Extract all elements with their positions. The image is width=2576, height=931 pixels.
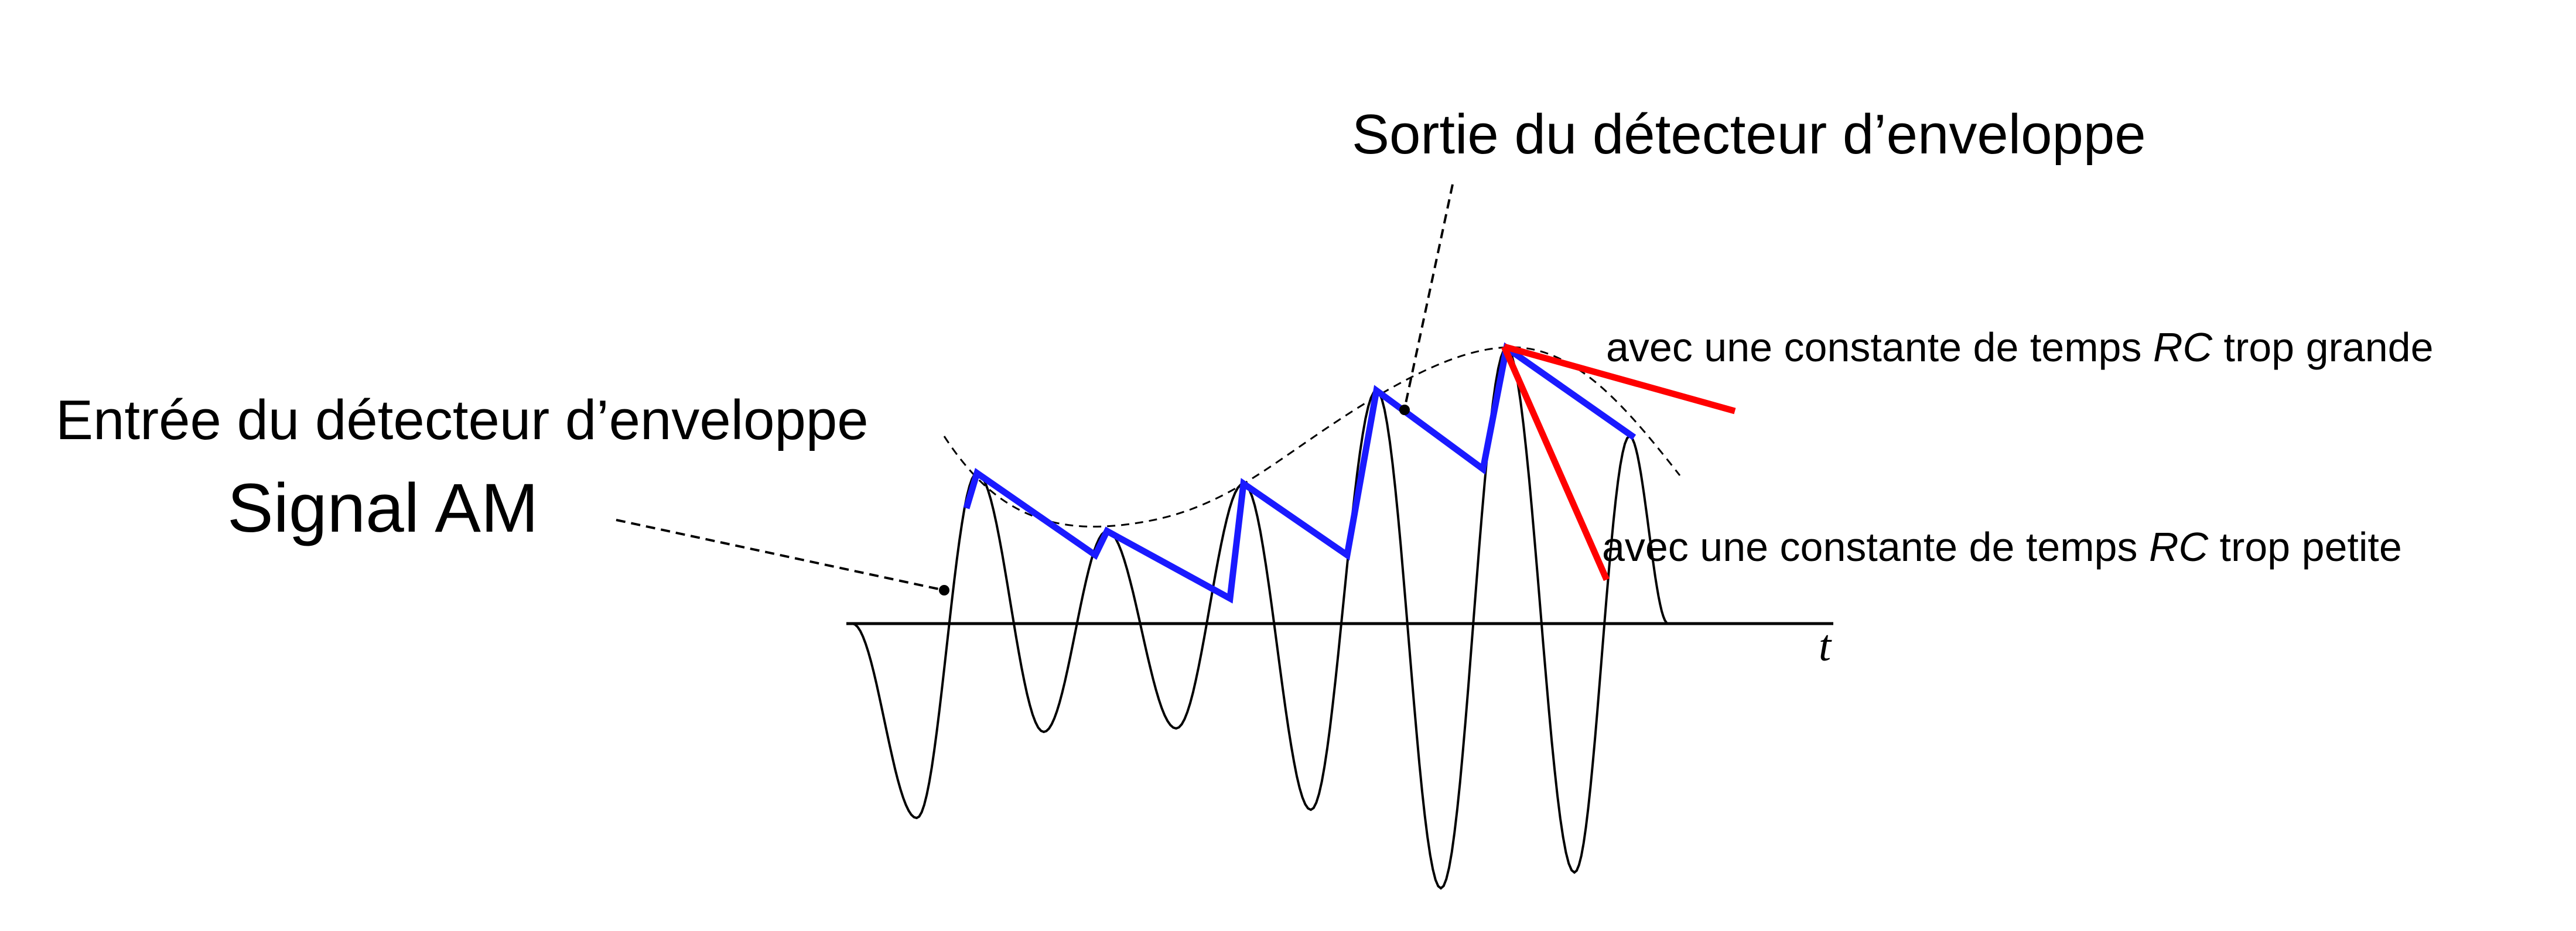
output-label: Sortie du détecteur d’enveloppe	[1352, 103, 2146, 166]
rc-too-large-text-post: trop grande	[2212, 324, 2433, 370]
signal-am-label: Signal AM	[227, 470, 538, 547]
rc-too-small-line	[1501, 345, 1610, 581]
am-signal-waveform	[852, 346, 1669, 890]
rc-too-small-text-pre: avec une constante de temps	[1602, 524, 2149, 570]
rc-too-large-rc: RC	[2153, 324, 2213, 370]
input-label: Entrée du détecteur d’enveloppe	[56, 389, 869, 451]
rc-too-small-label: avec une constante de temps RC trop peti…	[1602, 524, 2402, 570]
input-pointer-dot	[939, 585, 949, 595]
input-pointer-line	[616, 519, 945, 591]
rc-too-large-text-pre: avec une constante de temps	[1606, 324, 2153, 370]
rc-too-large-label: avec une constante de temps RC trop gran…	[1606, 324, 2434, 370]
output-pointer-line	[1403, 184, 1454, 409]
rc-too-small-rc: RC	[2149, 524, 2209, 570]
rc-too-small-text-post: trop petite	[2208, 524, 2402, 570]
detector-output-trace	[963, 342, 1637, 604]
rc-too-large-line	[1503, 343, 1736, 415]
time-axis-label: t	[1819, 621, 1832, 670]
output-pointer-dot	[1399, 405, 1410, 415]
